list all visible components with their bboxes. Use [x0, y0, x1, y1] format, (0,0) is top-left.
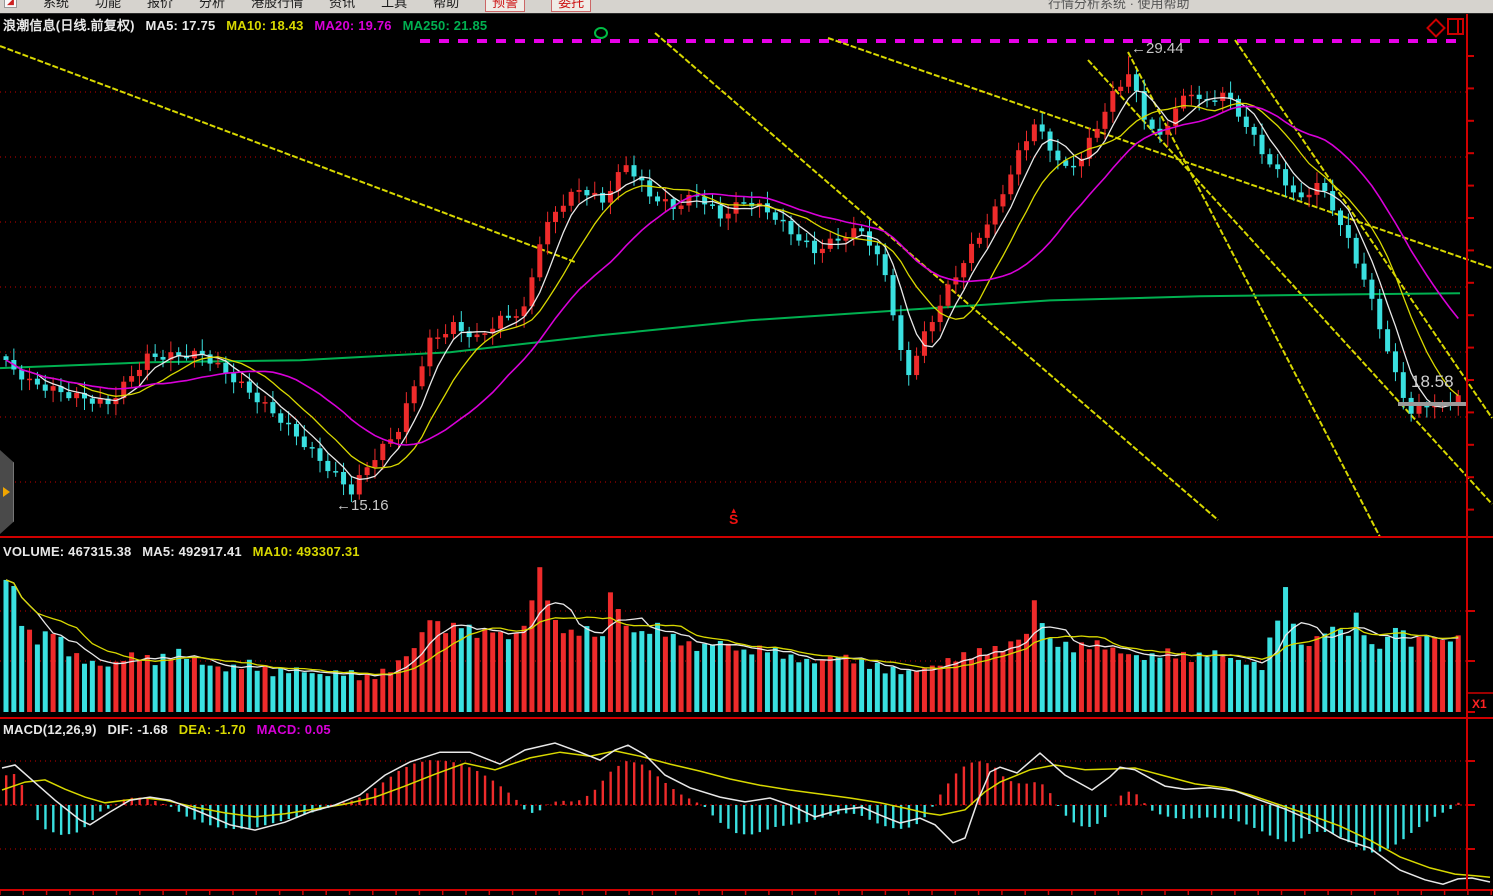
trough-price-annotation: ←15.16 — [336, 497, 389, 514]
split-window-icon[interactable] — [1447, 18, 1464, 35]
menu-item-help[interactable]: 帮助 — [433, 0, 460, 10]
symbol-title: 浪潮信息(日线.前复权) — [3, 18, 135, 33]
ma250-value: MA250: 21.85 — [402, 18, 488, 33]
menu-item-trade-hot[interactable]: 委托 — [551, 0, 592, 12]
expand-arrow-icon — [3, 487, 10, 497]
macd-header: MACD(12,26,9) DIF: -1.68 DEA: -1.70 MACD… — [3, 722, 338, 737]
menu-bar: ◢ 系统 功能 报价 分析 港股行情 资讯 工具 帮助 预警 委托 行情分析系统… — [0, 0, 1493, 14]
dif-value: DIF: -1.68 — [107, 722, 168, 737]
macd-value: MACD: 0.05 — [256, 722, 331, 737]
volume-header: VOLUME: 467315.38 MA5: 492917.41 MA10: 4… — [3, 544, 367, 559]
volume-value: VOLUME: 467315.38 — [3, 544, 132, 559]
ma20-value: MA20: 19.76 — [314, 18, 392, 33]
menu-right-text: 行情分析系统 · 使用帮助 — [1048, 0, 1190, 11]
menu-item-tools[interactable]: 工具 — [381, 0, 408, 10]
dea-value: DEA: -1.70 — [178, 722, 246, 737]
volume-ma10-value: MA10: 493307.31 — [252, 544, 360, 559]
sell-marker-arrow-icon: ▲ — [729, 506, 738, 515]
main-chart-header: 浪潮信息(日线.前复权) MA5: 17.75 MA10: 18.43 MA20… — [3, 15, 494, 34]
sidebar-expand-handle[interactable] — [0, 450, 14, 534]
menu-item-quotes[interactable]: 报价 — [147, 0, 174, 10]
ma5-value: MA5: 17.75 — [145, 18, 216, 33]
volume-ma5-value: MA5: 492917.41 — [142, 544, 242, 559]
menu-item-alert-hot[interactable]: 预警 — [485, 0, 526, 12]
scale-toggle-x1[interactable]: X1 — [1472, 697, 1487, 711]
ma10-value: MA10: 18.43 — [226, 18, 304, 33]
menu-item-system[interactable]: 系统 — [43, 0, 70, 10]
macd-name: MACD(12,26,9) — [3, 722, 97, 737]
sell-marker-letter: S — [729, 511, 739, 527]
last-price-tag: 18.58 — [1411, 372, 1454, 391]
sell-signal-marker: ▲ S — [729, 506, 739, 527]
menu-item-news[interactable]: 资讯 — [329, 0, 356, 10]
app-icon[interactable]: ◢ — [4, 0, 17, 8]
peak-price-annotation: ←29.44 — [1131, 40, 1184, 57]
menu-item-analysis[interactable]: 分析 — [199, 0, 226, 10]
menu-item-hkmarket[interactable]: 港股行情 — [251, 0, 304, 10]
menu-item-function[interactable]: 功能 — [95, 0, 122, 10]
